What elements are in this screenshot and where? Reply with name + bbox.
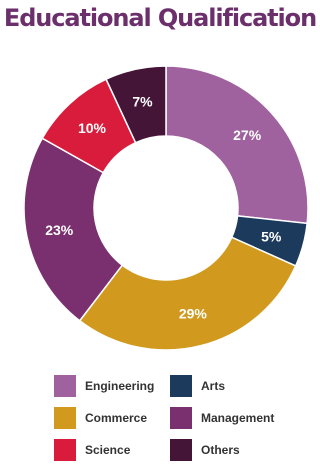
legend-swatch-others xyxy=(170,439,192,461)
slice-management xyxy=(23,137,124,322)
slice-label-science: 10% xyxy=(78,120,107,136)
legend-item-commerce: Commerce xyxy=(54,406,170,430)
legend-swatch-commerce xyxy=(54,407,76,429)
slice-engineering xyxy=(165,65,309,225)
legend-label-management: Management xyxy=(201,411,275,425)
chart-legend: Engineering Arts Commerce Management Sci… xyxy=(54,374,286,462)
legend-label-science: Science xyxy=(85,443,131,457)
legend-swatch-science xyxy=(54,439,76,461)
slice-label-others: 7% xyxy=(132,94,153,110)
chart-title: Educational Qualification xyxy=(3,4,317,32)
legend-item-others: Others xyxy=(170,438,286,462)
slice-others xyxy=(105,65,167,144)
legend-label-others: Others xyxy=(201,443,240,457)
legend-item-science: Science xyxy=(54,438,170,462)
legend-label-engineering: Engineering xyxy=(85,379,155,393)
legend-label-arts: Arts xyxy=(201,379,226,393)
slice-label-arts: 5% xyxy=(261,228,282,244)
legend-swatch-arts xyxy=(170,375,192,397)
legend-label-commerce: Commerce xyxy=(85,411,148,425)
slice-commerce xyxy=(78,236,297,351)
legend-swatch-engineering xyxy=(54,375,76,397)
slice-label-engineering: 27% xyxy=(233,127,262,143)
legend-item-management: Management xyxy=(170,406,286,430)
slice-label-management: 23% xyxy=(45,222,74,238)
legend-item-engineering: Engineering xyxy=(54,374,170,398)
slice-label-commerce: 29% xyxy=(179,306,208,322)
legend-item-arts: Arts xyxy=(170,374,286,398)
legend-swatch-management xyxy=(170,407,192,429)
